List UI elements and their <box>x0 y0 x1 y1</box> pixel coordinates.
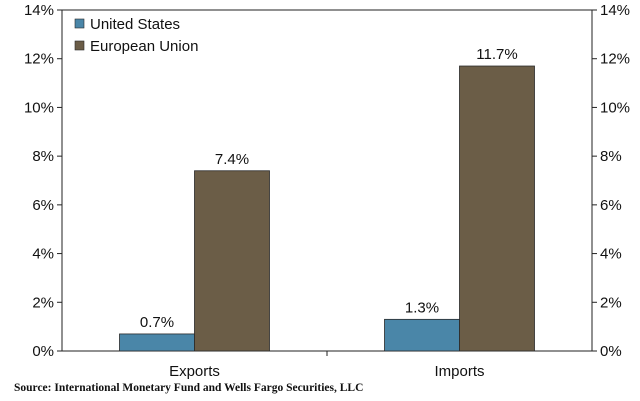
y-tick-label-left: 6% <box>32 197 54 214</box>
data-label: 1.3% <box>405 299 439 316</box>
y-tick-label-right: 10% <box>600 99 630 116</box>
bar <box>119 333 195 352</box>
y-tick-label-right: 4% <box>600 246 622 263</box>
y-tick-label-right: 12% <box>600 51 630 68</box>
y-tick-label-left: 4% <box>32 246 54 263</box>
y-tick-label-left: 10% <box>24 99 54 116</box>
bar <box>459 65 535 352</box>
source-note: Source: International Monetary Fund and … <box>14 382 364 394</box>
chart: 0% 0% 2% 2% 4% 4% 6% 6% 8% 8% 10% 10% 12% 12% 14% 14% 0… <box>24 2 630 380</box>
y-tick-label-left: 14% <box>24 2 54 19</box>
x-tick-label: Exports <box>169 363 220 380</box>
x-tick-label: Imports <box>434 363 484 380</box>
data-label: 11.7% <box>476 46 517 63</box>
legend-swatch <box>74 40 85 51</box>
bars: 0.7% 7.4% 1.3% 11.7% <box>119 46 535 352</box>
y-tick-label-left: 0% <box>32 343 54 360</box>
data-label: 7.4% <box>215 151 249 168</box>
y-ticks: 0% 0% 2% 2% 4% 4% 6% 6% 8% 8% 10% 10% 12% 12% 14% 14% <box>24 2 630 360</box>
legend-label: European Union <box>90 38 198 55</box>
y-tick-label-right: 6% <box>600 197 622 214</box>
y-tick-label-left: 8% <box>32 148 54 165</box>
y-tick-label-left: 12% <box>24 51 54 68</box>
y-tick-label-right: 2% <box>600 294 622 311</box>
legend-label: United States <box>90 16 180 33</box>
data-label: 0.7% <box>140 314 174 331</box>
legend: United States European Union <box>74 16 198 55</box>
bar <box>194 170 270 352</box>
y-tick-label-right: 14% <box>600 2 630 19</box>
legend-swatch <box>74 18 85 29</box>
category-labels: Exports Imports <box>169 363 484 380</box>
bar <box>384 318 460 352</box>
axes <box>61 9 593 356</box>
y-tick-label-left: 2% <box>32 294 54 311</box>
y-tick-label-right: 8% <box>600 148 622 165</box>
y-tick-label-right: 0% <box>600 343 622 360</box>
